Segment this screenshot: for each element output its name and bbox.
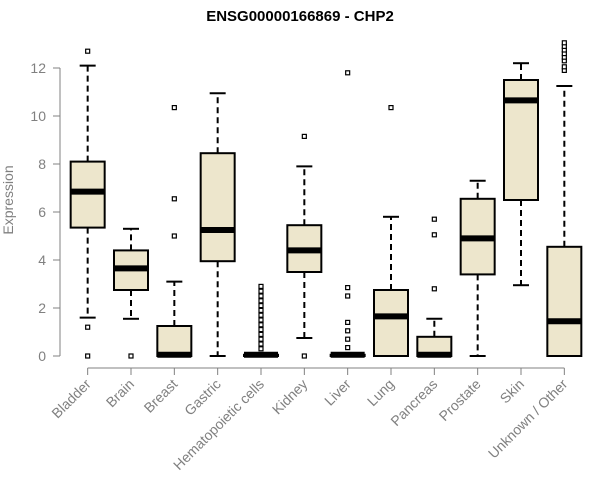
outlier-point: [345, 345, 351, 351]
outlier-point: [561, 40, 567, 46]
box-gastric: [199, 92, 236, 357]
box-brain: [113, 227, 149, 359]
outlier-point: [301, 353, 307, 359]
box-plot-series: [69, 40, 583, 359]
outlier-point: [258, 312, 264, 318]
x-tick-label: Pancreas: [387, 376, 440, 429]
outlier-point: [258, 331, 264, 337]
outlier-point: [171, 104, 177, 111]
box-iqr: [373, 289, 409, 357]
y-axis-title: Expression: [0, 165, 16, 234]
y-tick-label: 6: [38, 204, 46, 220]
outlier-point: [85, 324, 91, 330]
outlier-point: [345, 285, 351, 291]
outlier-point: [258, 307, 264, 313]
outlier-point: [128, 353, 134, 359]
x-tick-label: Brain: [103, 376, 137, 410]
box-skin: [503, 62, 539, 287]
outlier-point: [258, 317, 264, 323]
outlier-point: [258, 346, 264, 352]
x-tick-label: Kidney: [269, 376, 311, 418]
outlier-point: [258, 288, 264, 294]
y-axis: 0 2 4 6 8 10 12: [30, 60, 61, 364]
y-tick-label: 4: [38, 252, 46, 268]
outlier-point: [171, 233, 177, 239]
outlier-point: [258, 303, 264, 309]
outlier-point: [431, 232, 437, 238]
x-tick-label: Breast: [141, 376, 181, 416]
box-hematopoietic-cells: [243, 283, 279, 358]
outlier-point: [258, 341, 264, 347]
y-tick-label: 12: [30, 60, 46, 76]
outlier-point: [171, 196, 177, 202]
box-prostate: [459, 179, 496, 357]
x-tick-label: Liver: [321, 376, 354, 409]
box-kidney: [286, 133, 323, 359]
x-tick-label: Unknown / Other: [485, 376, 571, 462]
box-iqr: [199, 152, 236, 263]
outlier-point: [561, 64, 567, 70]
outlier-point: [85, 353, 91, 359]
outlier-point: [345, 70, 351, 76]
outlier-point: [345, 293, 351, 299]
outlier-point: [258, 283, 264, 289]
box-bladder: [69, 48, 106, 359]
x-tick-label: Gastric: [181, 376, 224, 419]
x-tick-label: Skin: [497, 376, 528, 407]
outlier-point: [258, 322, 264, 328]
box-unknown-other: [546, 40, 583, 357]
box-iqr: [546, 245, 583, 357]
outlier-point: [258, 336, 264, 342]
box-liver: [329, 70, 366, 358]
y-tick-label: 0: [38, 348, 46, 364]
box-pancreas: [416, 216, 453, 358]
outlier-point: [258, 293, 264, 299]
box-lung: [373, 104, 409, 357]
outlier-point: [258, 298, 264, 304]
y-tick-label: 2: [38, 300, 46, 316]
outlier-point: [388, 104, 394, 111]
y-tick-label: 10: [30, 108, 46, 124]
x-tick-label: Bladder: [48, 376, 94, 422]
box-breast: [156, 104, 193, 358]
outlier-point: [345, 328, 351, 334]
outlier-point: [258, 327, 264, 333]
outlier-point: [345, 336, 351, 342]
outlier-point: [431, 216, 437, 222]
chart-title: ENSG00000166869 - CHP2: [206, 8, 394, 25]
box-iqr: [156, 325, 193, 357]
y-tick-label: 8: [38, 156, 46, 172]
outlier-point: [85, 48, 91, 54]
outlier-point: [345, 319, 351, 325]
x-tick-label: Lung: [364, 376, 397, 409]
outlier-point: [301, 133, 307, 139]
x-tick-label: Prostate: [436, 376, 484, 424]
outlier-point: [431, 286, 437, 292]
